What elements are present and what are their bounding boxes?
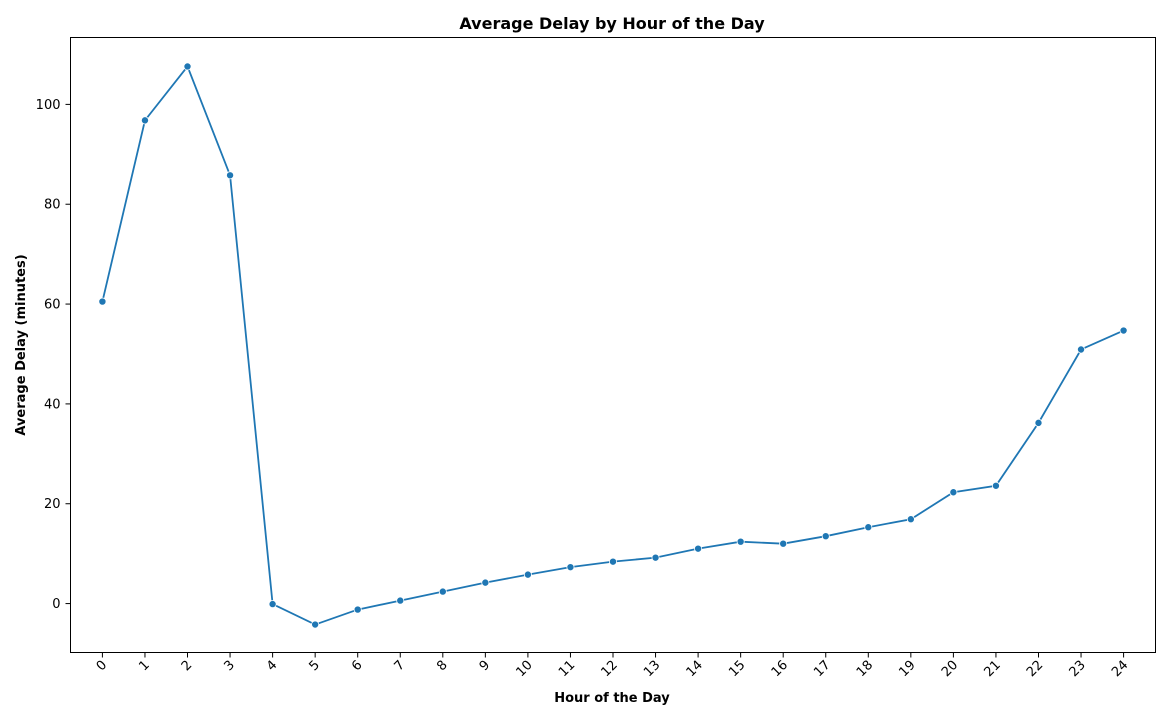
- x-tick-label: 14: [684, 658, 706, 680]
- data-point: [438, 587, 447, 596]
- data-point: [140, 116, 149, 125]
- data-point: [736, 537, 745, 546]
- x-tick-label: 7: [392, 658, 408, 674]
- x-tick-label: 13: [641, 658, 663, 680]
- x-tick-label: 0: [94, 658, 110, 674]
- plot-frame: [70, 37, 1156, 653]
- data-point: [268, 600, 277, 609]
- data-point: [694, 544, 703, 553]
- data-point: [1034, 418, 1043, 427]
- x-tick-label: 24: [1109, 658, 1131, 680]
- data-point: [1077, 345, 1086, 354]
- y-axis-label: Average Delay (minutes): [14, 254, 29, 435]
- data-point: [821, 532, 830, 541]
- data-point: [226, 171, 235, 180]
- data-point: [481, 578, 490, 587]
- x-tick-label: 4: [264, 658, 280, 674]
- data-point: [566, 563, 575, 572]
- data-point: [991, 481, 1000, 490]
- x-tick-label: 8: [434, 658, 450, 674]
- data-point: [396, 596, 405, 605]
- data-point: [651, 553, 660, 562]
- x-tick-label: 1: [136, 658, 152, 674]
- x-tick-label: 23: [1067, 658, 1089, 680]
- x-tick-label: 11: [556, 658, 578, 680]
- x-tick-label: 20: [939, 658, 961, 680]
- x-tick-label: 5: [307, 658, 323, 674]
- y-axis-ticks: 0 20 40 60 80 100: [36, 98, 71, 612]
- data-point: [864, 523, 873, 532]
- data-point: [183, 62, 192, 71]
- data-point: [523, 570, 532, 579]
- x-tick-label: 22: [1024, 658, 1046, 680]
- data-points: [98, 62, 1128, 629]
- data-point: [949, 488, 958, 497]
- x-tick-label: 6: [349, 658, 365, 674]
- y-tick-label: 20: [44, 497, 61, 512]
- x-tick-label: 18: [854, 658, 876, 680]
- data-point: [1119, 326, 1128, 335]
- series-line: [101, 64, 1124, 626]
- x-tick-label: 16: [769, 658, 791, 680]
- chart-title: Average Delay by Hour of the Day: [459, 14, 765, 33]
- y-tick-label: 100: [36, 98, 61, 113]
- y-tick-label: 0: [52, 597, 60, 612]
- data-point: [779, 539, 788, 548]
- data-point: [353, 605, 362, 614]
- x-tick-label: 17: [811, 658, 833, 680]
- data-point: [609, 557, 618, 566]
- x-axis-ticks: 0 1 2 3 4 5 6 7 8 9 10 11 12 13 14 15 16 17 18 19 20 21 22 23 24: [94, 652, 1131, 680]
- x-tick-label: 15: [726, 658, 748, 680]
- x-tick-label: 12: [599, 658, 621, 680]
- x-tick-label: 3: [221, 658, 237, 674]
- x-tick-label: 9: [477, 658, 493, 674]
- x-tick-label: 2: [179, 658, 195, 674]
- x-tick-label: 10: [513, 658, 535, 680]
- y-tick-label: 60: [44, 298, 61, 313]
- y-tick-label: 80: [44, 198, 61, 213]
- data-point: [311, 620, 320, 629]
- y-tick-label: 40: [44, 397, 61, 412]
- data-point: [98, 297, 107, 306]
- data-point: [906, 515, 915, 524]
- x-axis-label: Hour of the Day: [554, 691, 670, 706]
- x-tick-label: 21: [981, 658, 1003, 680]
- x-tick-label: 19: [896, 658, 918, 680]
